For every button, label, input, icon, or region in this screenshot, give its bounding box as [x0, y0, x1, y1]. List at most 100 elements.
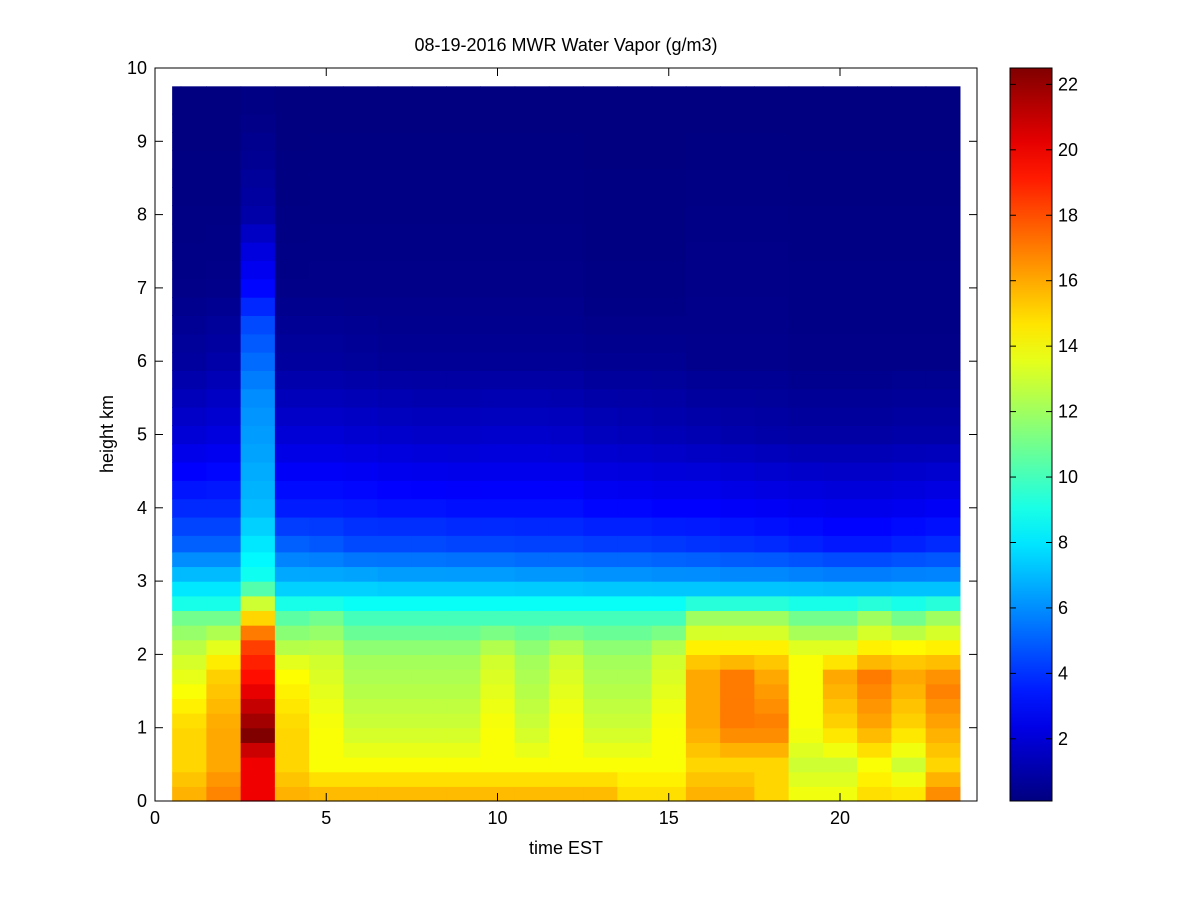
heatmap-cell — [411, 425, 447, 445]
heatmap-cell — [548, 150, 584, 170]
heatmap-cell — [685, 480, 721, 500]
heatmap-cell — [720, 480, 755, 500]
heatmap-cell — [685, 187, 721, 207]
heatmap-cell — [857, 278, 892, 298]
heatmap-cell — [274, 370, 310, 390]
heatmap-cell — [891, 168, 927, 188]
heatmap-cell — [583, 625, 618, 641]
heatmap-cell — [343, 461, 379, 481]
heatmap-cell — [617, 168, 653, 188]
heatmap-cell — [180, 698, 207, 714]
heatmap-cell — [377, 425, 413, 445]
heatmap-cell — [617, 223, 653, 243]
heatmap-cell — [514, 498, 550, 518]
heatmap-cell — [548, 223, 584, 243]
heatmap-cell — [720, 86, 755, 115]
heatmap-cell — [925, 113, 961, 133]
heatmap-cell — [651, 669, 687, 685]
heatmap-cell — [240, 683, 276, 699]
heatmap-cell — [172, 595, 182, 612]
heatmap-cell — [480, 566, 516, 582]
heatmap-cell — [309, 654, 344, 670]
heatmap-cell — [857, 669, 892, 685]
heatmap-cell — [180, 595, 207, 612]
heatmap-cell — [548, 771, 584, 787]
heatmap-cell — [180, 669, 207, 685]
heatmap-cell — [309, 370, 344, 390]
heatmap-cell — [822, 278, 858, 298]
heatmap-cell — [343, 352, 379, 371]
heatmap-cell — [857, 333, 892, 353]
heatmap-cell — [891, 388, 927, 408]
heatmap-cell — [754, 713, 790, 729]
heatmap-cell — [651, 625, 687, 641]
heatmap-cell — [925, 757, 961, 773]
heatmap-cell — [583, 278, 618, 298]
heatmap-cell — [274, 388, 310, 408]
heatmap-cell — [651, 425, 687, 445]
heatmap-cell — [788, 625, 824, 641]
heatmap-cell — [822, 757, 858, 773]
heatmap-cell — [206, 443, 242, 463]
heatmap-cell — [180, 205, 207, 225]
heatmap-cell — [754, 388, 790, 408]
heatmap-cell — [788, 713, 824, 729]
heatmap-cell — [685, 498, 721, 518]
heatmap-cell — [925, 370, 961, 390]
heatmap-cell — [514, 516, 550, 536]
colorbar-tick-label: 10 — [1058, 467, 1078, 487]
heatmap-cell — [891, 639, 927, 655]
heatmap-cell — [754, 260, 790, 280]
heatmap-cell — [206, 388, 242, 408]
heatmap-cell — [617, 297, 653, 316]
heatmap-cell — [240, 333, 276, 353]
heatmap-cell — [446, 278, 481, 298]
heatmap-cell — [925, 168, 961, 188]
heatmap-cell — [720, 297, 755, 316]
heatmap-cell — [822, 654, 858, 670]
heatmap-cell — [514, 639, 550, 655]
heatmap-cell — [240, 566, 276, 582]
heatmap-cell — [480, 388, 516, 408]
heatmap-cell — [411, 242, 447, 262]
heatmap-cell — [548, 443, 584, 463]
heatmap-cell — [514, 757, 550, 773]
heatmap-cell — [617, 581, 653, 597]
heatmap-cell — [172, 132, 182, 152]
heatmap-cell — [685, 713, 721, 729]
heatmap-cell — [617, 683, 653, 699]
heatmap-cell — [720, 443, 755, 463]
heatmap-cell — [685, 370, 721, 390]
heatmap-cell — [480, 654, 516, 670]
heatmap-cell — [514, 610, 550, 626]
heatmap-cell — [925, 86, 961, 115]
heatmap-cell — [754, 297, 790, 316]
heatmap-cell — [274, 443, 310, 463]
heatmap-cell — [822, 535, 858, 553]
heatmap-cell — [891, 683, 927, 699]
heatmap-cell — [240, 581, 276, 597]
heatmap-cell — [754, 757, 790, 773]
heatmap-cell — [240, 698, 276, 714]
heatmap-cell — [377, 639, 413, 655]
heatmap-cell — [411, 654, 447, 670]
heatmap-cell — [583, 581, 618, 597]
heatmap-cell — [617, 516, 653, 536]
heatmap-cell — [651, 168, 687, 188]
heatmap-cell — [446, 786, 481, 802]
heatmap-cell — [788, 581, 824, 597]
heatmap-cell — [343, 425, 379, 445]
heatmap-cell — [583, 461, 618, 481]
heatmap-cell — [446, 407, 481, 426]
heatmap-cell — [411, 480, 447, 500]
heatmap-cell — [206, 132, 242, 152]
heatmap-cell — [822, 187, 858, 207]
heatmap-cell — [548, 315, 584, 335]
heatmap-cell — [788, 86, 824, 115]
heatmap-cell — [583, 242, 618, 262]
heatmap-cell — [548, 654, 584, 670]
heatmap-cell — [857, 86, 892, 115]
heatmap-cell — [583, 407, 618, 426]
heatmap-cell — [514, 581, 550, 597]
colorbar-tick-label: 14 — [1058, 336, 1078, 356]
